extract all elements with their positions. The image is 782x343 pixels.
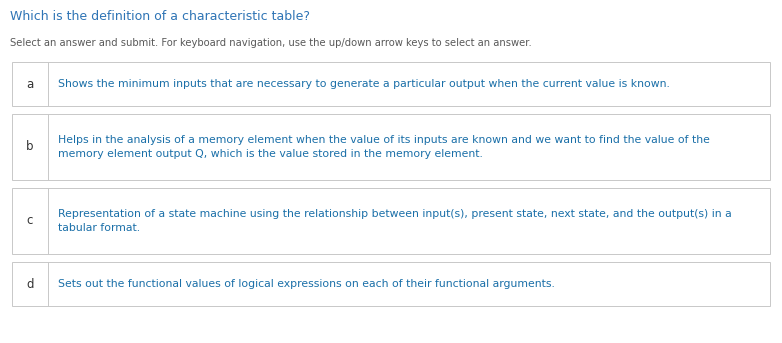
- Text: Which is the definition of a characteristic table?: Which is the definition of a characteris…: [10, 10, 310, 23]
- Text: a: a: [27, 78, 34, 91]
- Text: Shows the minimum inputs that are necessary to generate a particular output when: Shows the minimum inputs that are necess…: [58, 79, 670, 89]
- Text: d: d: [27, 277, 34, 291]
- Bar: [12, 62, 770, 106]
- Text: Select an answer and submit. For keyboard navigation, use the up/down arrow keys: Select an answer and submit. For keyboar…: [10, 38, 532, 48]
- Text: b: b: [27, 141, 34, 154]
- Bar: [12, 188, 770, 254]
- Bar: [12, 262, 770, 306]
- Bar: [12, 114, 770, 180]
- Text: Representation of a state machine using the relationship between input(s), prese: Representation of a state machine using …: [58, 209, 732, 233]
- Text: c: c: [27, 214, 33, 227]
- Text: Sets out the functional values of logical expressions on each of their functiona: Sets out the functional values of logica…: [58, 279, 555, 289]
- Text: Helps in the analysis of a memory element when the value of its inputs are known: Helps in the analysis of a memory elemen…: [58, 135, 710, 159]
